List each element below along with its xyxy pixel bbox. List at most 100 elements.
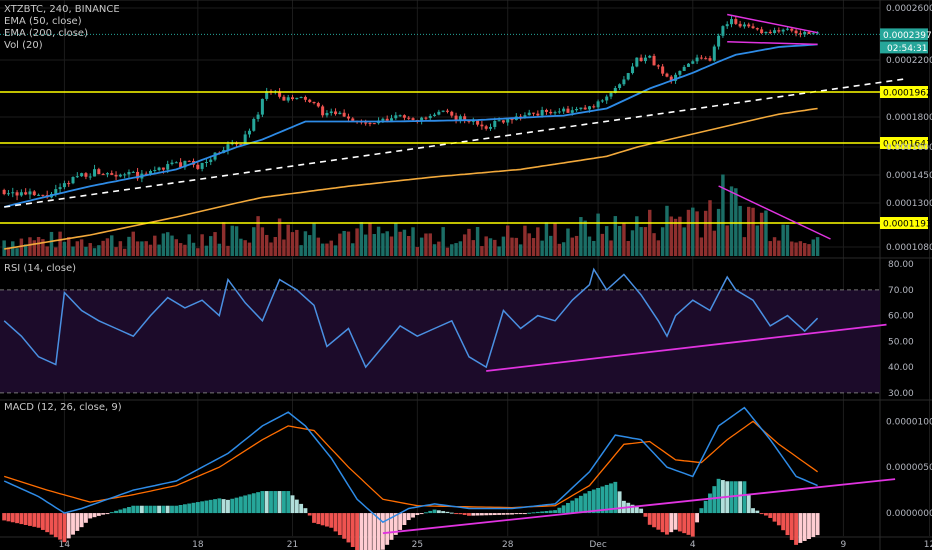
macd-histogram-bar [58, 513, 63, 540]
volume-bar [579, 217, 583, 256]
candle-body [428, 115, 432, 119]
candle-body [592, 106, 596, 108]
time-tick-label: 21 [287, 540, 298, 550]
volume-bar [708, 200, 712, 256]
volume-bar [333, 245, 338, 256]
volume-bar [41, 239, 45, 256]
macd-histogram-bar [187, 503, 192, 514]
macd-histogram-bar [742, 481, 747, 514]
macd-histogram-bar [591, 489, 596, 514]
macd-histogram-bar [325, 513, 329, 527]
volume-bar [738, 205, 742, 256]
macd-histogram-bar [28, 513, 32, 526]
volume-bar [497, 246, 501, 256]
macd-histogram-bar [406, 513, 411, 521]
macd-histogram-bar [445, 511, 450, 514]
macd-histogram-bar [152, 505, 157, 514]
macd-histogram-bar [96, 513, 101, 516]
time-tick-label: 25 [412, 540, 423, 550]
countdown-text: 02:54:31 [887, 44, 927, 54]
candle-body [497, 120, 501, 122]
macd-tick-label: 0.0000100 [886, 417, 932, 427]
volume-bar [794, 242, 798, 256]
rsi-tick-label: 40.00 [888, 363, 914, 373]
volume-bar [183, 244, 187, 256]
macd-histogram-bar [639, 508, 644, 514]
macd-histogram-bar [213, 499, 217, 514]
volume-bar [755, 225, 760, 256]
volume-bar [355, 228, 359, 256]
volume-bar [484, 236, 488, 256]
volume-bar [510, 237, 514, 256]
macd-trendline [382, 478, 896, 535]
macd-histogram-bar [695, 513, 700, 523]
macd-histogram-bar [600, 486, 605, 514]
candle-body [67, 183, 71, 185]
volume-bars [2, 174, 820, 256]
candle-body [420, 117, 424, 121]
candle-body [566, 108, 570, 113]
volume-bar [660, 227, 665, 256]
candle-body [196, 164, 200, 169]
volume-bar [165, 232, 170, 256]
macd-histogram-bar [118, 509, 123, 514]
candle-body [699, 57, 703, 59]
macd-histogram-bar [587, 491, 592, 514]
volume-bar [36, 236, 41, 256]
volume-bar [338, 233, 342, 256]
rsi-tick-label: 70.00 [888, 286, 914, 296]
macd-histogram-bar [785, 513, 790, 536]
volume-bar [742, 237, 747, 256]
candle-body [84, 173, 88, 177]
volume-bar [295, 229, 299, 256]
volume-bar [372, 234, 377, 256]
candle-body [557, 111, 561, 113]
candle-body [110, 173, 114, 175]
volume-bar [553, 223, 557, 256]
candle-body [794, 30, 798, 34]
volume-bar [725, 225, 729, 256]
volume-bar [402, 229, 407, 256]
candle-body [686, 63, 690, 67]
macd-histogram-bar [79, 513, 84, 528]
candle-body [454, 115, 458, 120]
candle-body [88, 176, 92, 178]
candle-body [389, 118, 394, 121]
macd-histogram-bar [411, 513, 415, 518]
volume-bar [441, 227, 445, 256]
macd-histogram-bar [544, 511, 549, 514]
macd-histogram-bar [380, 513, 385, 550]
macd-histogram-bar [811, 513, 816, 538]
macd-histogram-bar [114, 510, 118, 514]
volume-bar [772, 237, 777, 256]
volume-bar [45, 246, 49, 256]
volume-bar [363, 234, 368, 256]
volume-bar [639, 227, 643, 256]
macd-histogram-bar [264, 491, 269, 514]
candle-body [639, 57, 643, 62]
volume-bar [747, 206, 751, 256]
price-tick-label: 0.0002600 [886, 4, 932, 14]
volume-bar [617, 225, 622, 256]
macd-histogram-bar [613, 481, 618, 514]
volume-bar [691, 207, 695, 256]
candle-body [544, 109, 548, 112]
macd-tick-label: 0.0000050 [886, 463, 932, 473]
volume-bar [475, 227, 480, 256]
macd-histogram-bar [165, 505, 170, 514]
macd-histogram-bar [45, 513, 50, 533]
macd-histogram-bar [290, 495, 295, 514]
volume-bar [273, 237, 278, 256]
volume-bar [178, 243, 183, 256]
volume-bar [716, 208, 721, 256]
volume-bar [252, 227, 256, 256]
macd-histogram-bar [746, 494, 751, 514]
candle-body [278, 91, 282, 97]
macd-histogram-bar [535, 511, 540, 514]
volume-bar [105, 238, 110, 256]
macd-histogram-bar [221, 499, 226, 514]
candle-body [2, 189, 6, 195]
macd-histogram-bar [174, 505, 179, 514]
